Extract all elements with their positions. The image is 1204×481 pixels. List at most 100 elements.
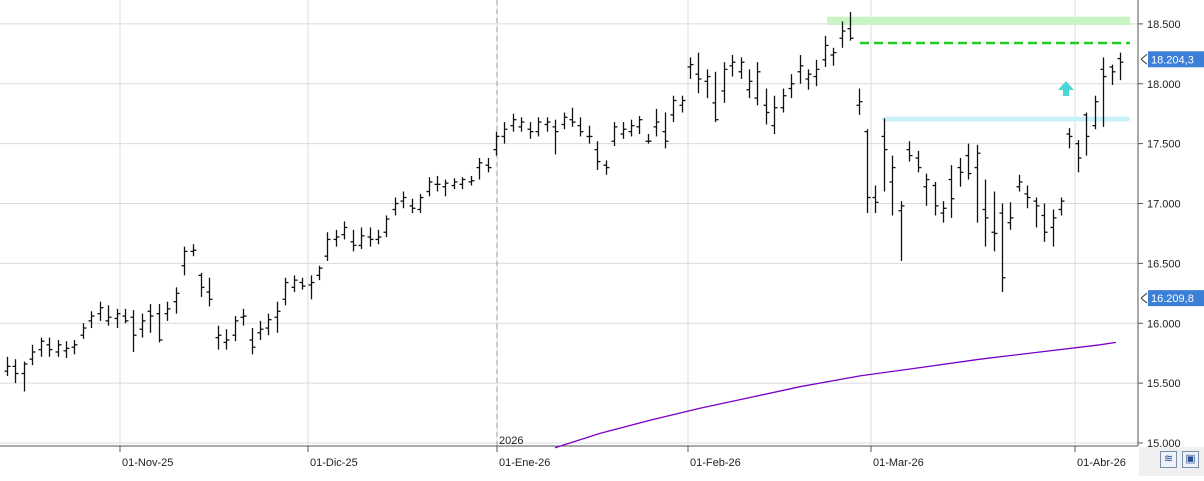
ohlc-bar (645, 134, 652, 144)
ohlc-bar (114, 308, 121, 329)
ohlc-bar (434, 175, 441, 192)
ohlc-bar (71, 340, 78, 355)
ohlc-bar (906, 141, 913, 162)
ohlc-bar (223, 329, 230, 350)
ohlc-bar (594, 141, 601, 170)
ohlc-bar (788, 74, 795, 99)
ohlc-bar (662, 112, 669, 149)
ohlc-bar (1058, 197, 1065, 216)
double-chevron-down-icon[interactable]: ≋ (1160, 451, 1177, 468)
ohlc-bar (80, 323, 87, 339)
ohlc-bar (400, 191, 407, 209)
ohlc-bar (265, 313, 272, 336)
ohlc-bar (147, 304, 154, 333)
ohlc-bar (932, 181, 939, 216)
ohlc-bar (679, 95, 686, 113)
ohlc-bar (805, 69, 812, 90)
moving-average-line (554, 341, 1117, 449)
ohlc-bar (889, 155, 896, 216)
ohlc-bar (569, 107, 576, 127)
ohlc-bar (249, 328, 256, 355)
ohlc-bar (442, 179, 449, 197)
ohlc-bar (974, 144, 981, 223)
ohlc-bar (333, 229, 340, 247)
ohlc-bar (1092, 95, 1099, 130)
ohlc-bar (915, 150, 922, 173)
ohlc-bar (215, 325, 222, 350)
ohlc-bar (274, 301, 281, 333)
ohlc-bar (1117, 52, 1124, 81)
ohlc-bar (240, 308, 247, 326)
ohlc-bar (375, 229, 382, 245)
ohlc-bar (872, 185, 879, 214)
ohlc-bar (898, 201, 905, 261)
ohlc-bar (1007, 202, 1014, 230)
ohlc-bar (206, 277, 213, 307)
x-tick-label: 01-Ene-26 (499, 457, 550, 469)
support-zone (882, 116, 1130, 122)
ohlc-bar (392, 197, 399, 216)
ohlc-bar (451, 178, 458, 190)
ohlc-bar (535, 117, 542, 137)
ohlc-bar (763, 88, 770, 125)
ohlc-bar (577, 117, 584, 137)
y-tick-label: 18.000 (1147, 79, 1181, 91)
ohlc-bar (839, 21, 846, 48)
y-tick-label: 16.000 (1147, 318, 1181, 330)
ohlc-bar (510, 113, 517, 132)
ohlc-bar (38, 337, 45, 357)
ohlc-bar (957, 157, 964, 187)
ohlc-bar (367, 227, 374, 247)
ohlc-bar (704, 69, 711, 99)
ohlc-bar (46, 337, 53, 357)
x-tick-label: 01-Abr-26 (1077, 457, 1126, 469)
ohlc-bar (670, 95, 677, 123)
ohlc-bar (409, 198, 416, 214)
ohlc-bar (780, 88, 787, 113)
ohlc-bar (63, 341, 70, 358)
ohlc-bar (291, 275, 298, 293)
ohlc-bar (316, 265, 323, 281)
indicator-value-label: 16.209,8 (1151, 293, 1194, 305)
ohlc-bar (476, 157, 483, 180)
ohlc-bar (29, 344, 36, 366)
y-tick-label: 16.500 (1147, 258, 1181, 270)
y-tick-label: 18.500 (1147, 19, 1181, 31)
ohlc-bar (940, 201, 947, 223)
ohlc-bar (468, 175, 475, 186)
ohlc-bar (156, 304, 163, 343)
ohlc-bar (164, 301, 171, 321)
ohlc-bar (729, 55, 736, 77)
ohlc-bar (341, 221, 348, 240)
ohlc-bar (459, 177, 466, 190)
ohlc-bar (1109, 64, 1116, 85)
ohlc-bar (628, 119, 635, 137)
ohlc-bar (1075, 140, 1082, 173)
ohlc-bar (181, 246, 188, 276)
ohlc-bar (1066, 128, 1073, 149)
ohlc-bar (4, 356, 11, 376)
ohlc-bar (97, 301, 104, 321)
ohlc-bar (923, 173, 930, 206)
floppy-disk-icon[interactable]: ▣ (1182, 451, 1199, 468)
ohlc-bar (636, 116, 643, 135)
x-tick-label: 01-Dic-25 (310, 457, 358, 469)
ohlc-bar (122, 308, 129, 324)
ohlc-bar (965, 143, 972, 180)
y-tick-label: 17.500 (1147, 139, 1181, 151)
year-marker-label: 2026 (499, 435, 523, 447)
ohlc-bar (687, 57, 694, 79)
ohlc-bar (501, 122, 508, 144)
ohlc-bar (105, 305, 112, 326)
ohlc-bar (1100, 57, 1107, 127)
indicator-value-label-box (1148, 290, 1204, 307)
ohlc-bar (417, 193, 424, 214)
ohlc-bar (856, 88, 863, 115)
ohlc-bar (282, 277, 289, 306)
ohlc-bar (738, 57, 745, 79)
ohlc-bar (426, 177, 433, 197)
last-price-label: 18.204,3 (1151, 54, 1194, 66)
ohlc-bar (130, 310, 137, 352)
ohlc-bar (299, 277, 306, 290)
